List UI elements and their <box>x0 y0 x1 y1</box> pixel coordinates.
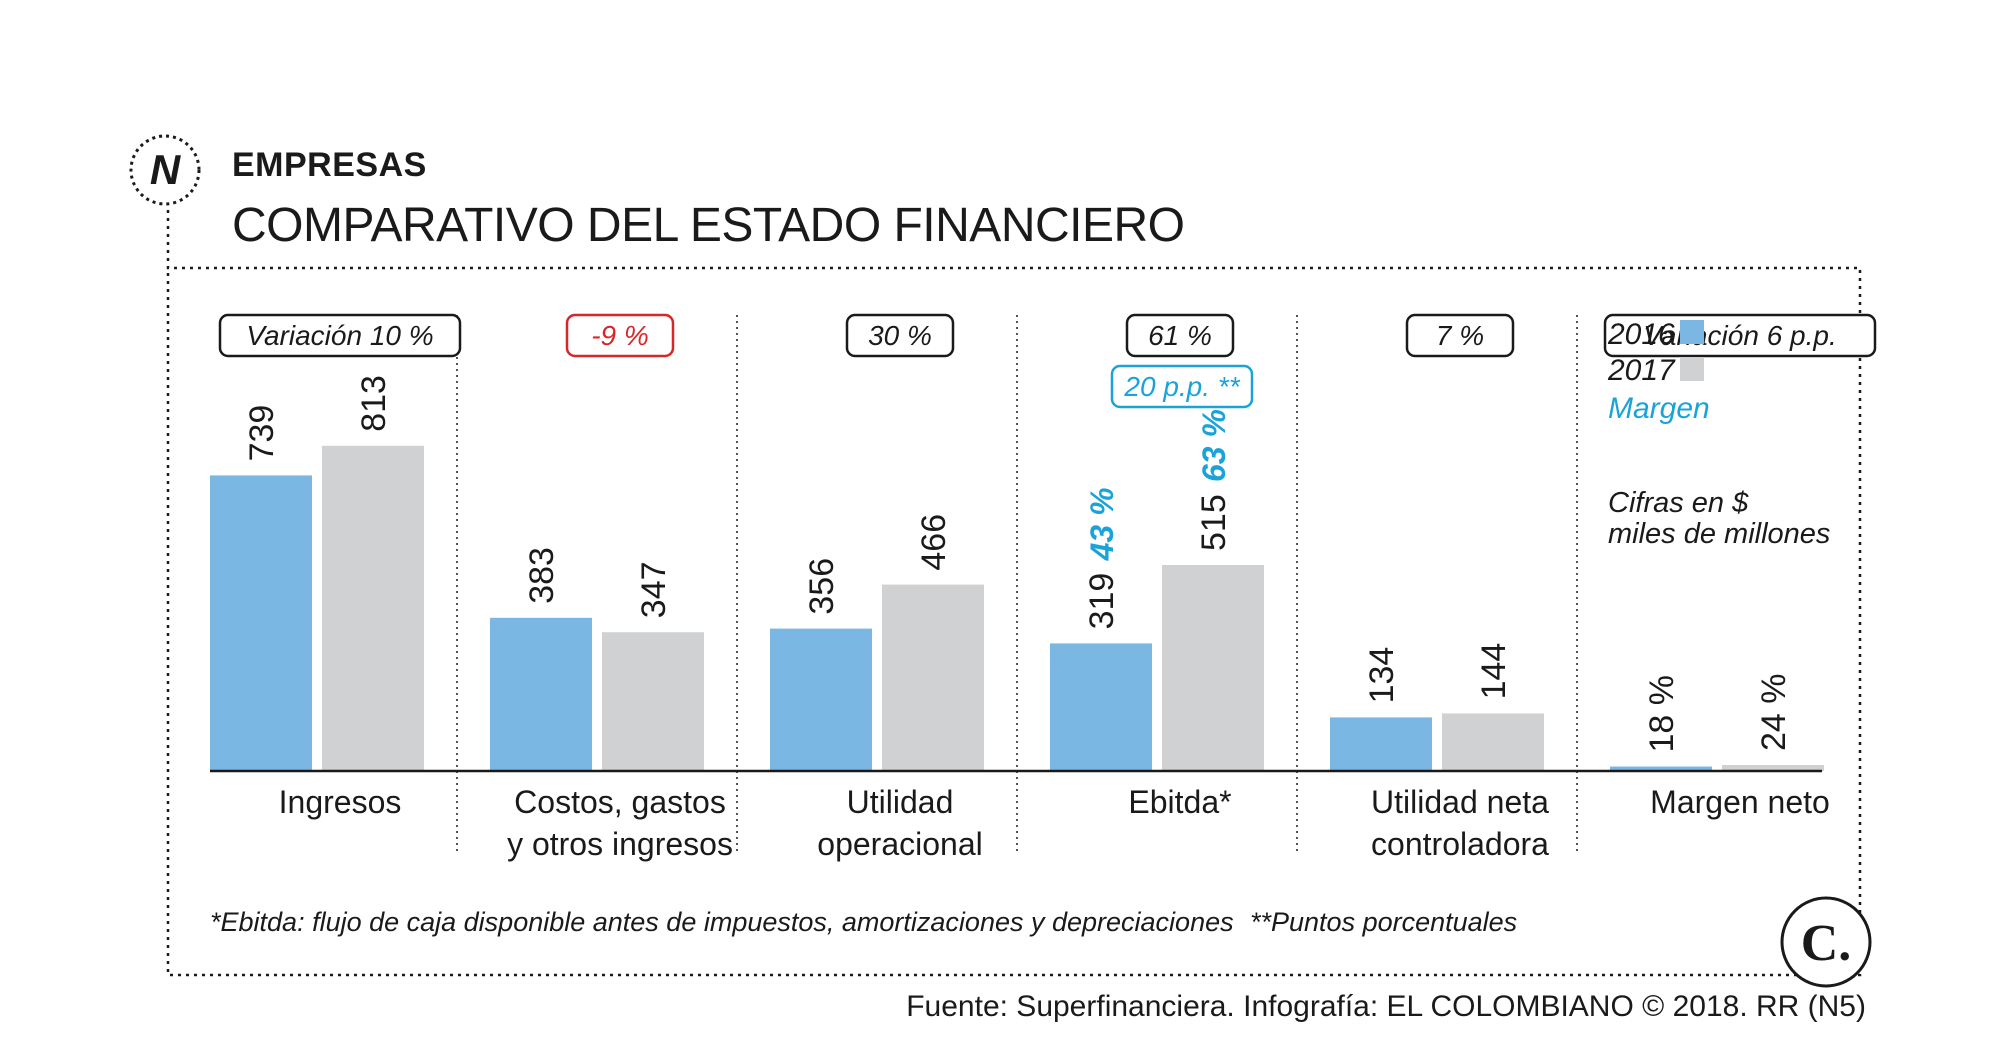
category-label: Costos, gastos <box>514 784 726 820</box>
value-label: 347 <box>635 561 673 618</box>
category-label: operacional <box>817 826 982 862</box>
bar-2017 <box>1442 713 1544 771</box>
value-label: 144 <box>1475 643 1513 700</box>
legend-label-2017: 2017 <box>1607 354 1676 387</box>
bar-2017 <box>1162 565 1264 771</box>
margin-variation-badge-text: 20 p.p. ** <box>1123 371 1240 402</box>
bar-2017 <box>882 584 984 771</box>
bar-2016 <box>210 475 312 771</box>
legend-label-2016: 2016 <box>1607 318 1675 351</box>
category-label: Utilidad neta <box>1371 784 1549 820</box>
svg-text:N: N <box>150 146 182 193</box>
variation-badge-text: 30 % <box>868 320 932 351</box>
value-label: 356 <box>803 558 841 615</box>
variation-badge-text: 61 % <box>1148 320 1212 351</box>
variation-badge-text: -9 % <box>591 320 649 351</box>
category-label: controladora <box>1371 826 1549 862</box>
el-colombiano-c-logo: C. <box>1780 896 1872 988</box>
variation-badge-text: Variación 6 p.p. <box>1643 320 1837 351</box>
footnote-ebitda: *Ebitda: flujo de caja disponible antes … <box>210 907 1234 937</box>
legend-swatch-2016 <box>1680 320 1704 344</box>
source-credit: Fuente: Superfinanciera. Infografía: EL … <box>906 990 1866 1023</box>
value-label: 739 <box>243 405 281 462</box>
bar-2017 <box>602 632 704 771</box>
bar-2017 <box>1722 765 1824 771</box>
margin-variation-badge <box>1110 364 1254 409</box>
variation-badge <box>1405 313 1515 358</box>
section-label: EMPRESAS <box>232 146 427 184</box>
variation-badge <box>565 313 675 358</box>
value-label: 319 <box>1083 573 1121 630</box>
el-colombiano-n-logo: N <box>129 134 201 206</box>
margin-label: 43 % <box>1084 487 1120 561</box>
variation-badge <box>1603 313 1877 358</box>
value-label: 24 % <box>1755 674 1793 752</box>
value-label: 813 <box>355 375 393 432</box>
category-label: Ingresos <box>279 784 402 820</box>
bar-2016 <box>1330 717 1432 771</box>
bar-2016 <box>490 617 592 771</box>
bar-2017 <box>322 445 424 771</box>
category-label: y otros ingresos <box>507 826 733 862</box>
bar-2016 <box>1050 643 1152 771</box>
variation-badge-text: Variación 10 % <box>246 320 433 351</box>
margin-label: 63 % <box>1196 409 1232 482</box>
value-label: 383 <box>523 547 561 604</box>
value-label: 134 <box>1363 647 1401 704</box>
category-label: Utilidad <box>847 784 954 820</box>
category-label: Margen neto <box>1650 784 1830 820</box>
bar-2016 <box>770 628 872 771</box>
footnote-pp: **Puntos porcentuales <box>1250 907 1517 937</box>
value-label: 466 <box>915 514 953 571</box>
bar-2016 <box>1610 766 1712 771</box>
units-note-line1: Cifras en $ <box>1608 487 1749 519</box>
legend-margin-label: Margen <box>1608 392 1710 425</box>
legend-swatch-2017 <box>1680 357 1704 381</box>
value-label: 18 % <box>1643 675 1681 753</box>
chart-title: COMPARATIVO DEL ESTADO FINANCIERO <box>232 199 1185 252</box>
variation-badge <box>218 313 462 358</box>
value-label: 515 <box>1195 494 1233 551</box>
legend: 2016 2017 Margen Cifras en $ miles de mi… <box>1607 318 1830 550</box>
variation-badge <box>1125 313 1235 358</box>
units-note-line2: miles de millones <box>1608 518 1830 550</box>
variation-badge <box>845 313 955 358</box>
variation-badge-text: 7 % <box>1436 320 1484 351</box>
chart-frame <box>166 210 1862 977</box>
svg-text:C.: C. <box>1801 915 1852 972</box>
category-label: Ebitda* <box>1128 784 1231 820</box>
